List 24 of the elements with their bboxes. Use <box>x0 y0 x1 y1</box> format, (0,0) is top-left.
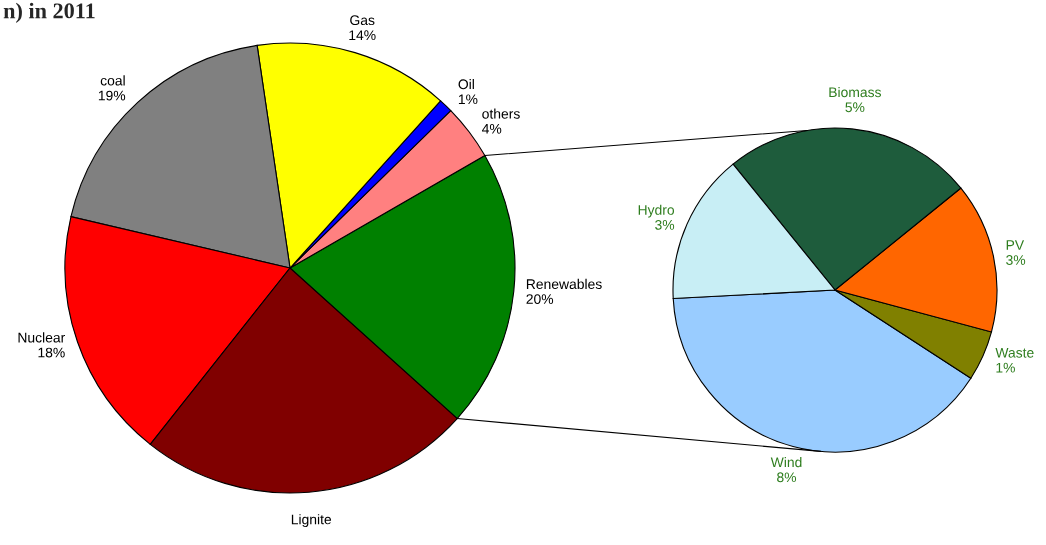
slice-label: Biomass <box>829 86 881 98</box>
data-label: 1% <box>996 362 1015 373</box>
data-label: 14% <box>349 30 376 41</box>
data-label: 4% <box>482 123 502 134</box>
data-label: 3% <box>1006 255 1026 265</box>
slice-label: coal <box>100 75 125 86</box>
slice-label: Hydro <box>638 204 675 218</box>
slice-label: Nuclear <box>18 332 66 343</box>
data-label: 19% <box>98 90 126 101</box>
slice-label: Oil <box>458 78 474 90</box>
chart-title: n) in 2011 <box>3 2 95 23</box>
data-label: 3% <box>655 219 675 230</box>
data-label: 8% <box>777 472 797 483</box>
slice-label: PV <box>1006 240 1025 250</box>
slice-label: Waste <box>995 347 1034 358</box>
slice-label: Gas <box>350 15 375 26</box>
data-label: 5% <box>845 102 865 113</box>
data-label: 18% <box>38 347 65 358</box>
slice-label: Wind <box>770 457 802 468</box>
slice-label: Lignite <box>291 514 332 528</box>
data-label: 1% <box>458 94 478 105</box>
data-label: 20% <box>526 294 554 304</box>
slice-label: others <box>482 108 520 119</box>
slice-label: Renewables <box>526 278 602 290</box>
